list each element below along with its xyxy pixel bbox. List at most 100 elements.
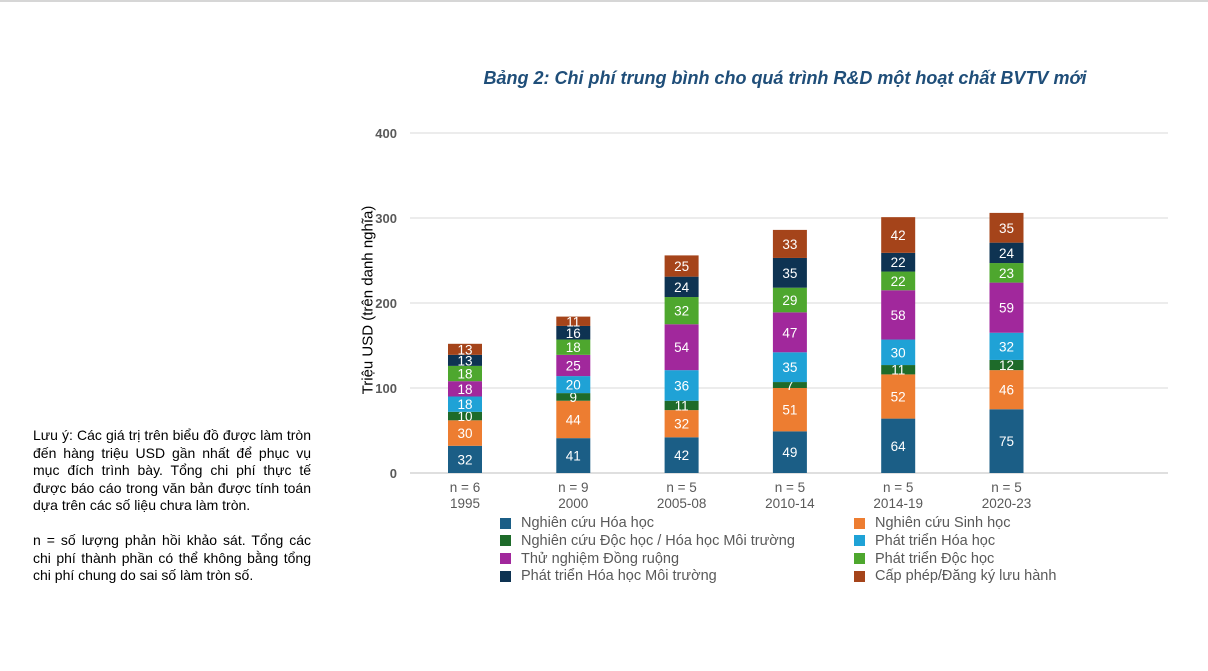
bar-segment — [881, 418, 916, 473]
bar-segment — [448, 420, 482, 446]
data-label: 52 — [891, 390, 906, 405]
data-label: 75 — [999, 434, 1014, 449]
bar-segment — [664, 297, 699, 325]
data-label: 9 — [570, 390, 578, 405]
data-label: 18 — [566, 340, 581, 355]
top-border — [0, 0, 1208, 2]
data-label: 30 — [457, 426, 472, 441]
data-label: 18 — [457, 382, 472, 397]
bar-segment — [989, 332, 1024, 360]
bar-segment — [772, 388, 807, 432]
data-label: 25 — [674, 259, 689, 274]
data-label: 16 — [566, 326, 581, 341]
data-label: 25 — [566, 358, 581, 373]
data-label: 32 — [457, 452, 472, 467]
bar-segment — [448, 381, 482, 397]
legend-swatch — [500, 570, 511, 582]
bar-segment — [556, 339, 591, 355]
x-tick-label: 1995 — [450, 496, 480, 511]
sample-size-label: n = 5 — [666, 480, 696, 495]
data-label: 23 — [999, 266, 1014, 281]
bar-segment — [664, 400, 699, 411]
bar-segment — [989, 409, 1024, 473]
legend-item: Nghiên cứu Hóa học — [500, 515, 654, 531]
x-tick-label: 2005-08 — [657, 496, 707, 511]
data-label: 32 — [674, 417, 689, 432]
x-tick-label: 2000 — [558, 496, 588, 511]
data-label: 36 — [674, 378, 689, 393]
data-label: 18 — [457, 367, 472, 382]
bar-segment — [448, 365, 482, 382]
bar-segment — [664, 437, 699, 473]
data-label: 11 — [891, 363, 905, 378]
bar-segment — [881, 271, 916, 291]
data-label: 33 — [782, 237, 797, 252]
legend-label: Phát triển Hóa học — [875, 532, 996, 549]
data-label: 20 — [566, 378, 581, 393]
data-label: 7 — [786, 378, 794, 393]
data-label: 11 — [675, 398, 689, 413]
bar-segment — [881, 252, 916, 272]
sample-size-label: n = 5 — [991, 480, 1021, 495]
x-tick-label: 2014-19 — [873, 496, 923, 511]
bar-segment — [448, 445, 482, 473]
bar-segment — [448, 343, 482, 355]
bar-segment — [772, 382, 807, 388]
data-label: 54 — [674, 340, 690, 355]
bar-segment — [881, 365, 916, 375]
bar-segment — [664, 255, 699, 277]
data-label: 11 — [566, 314, 580, 329]
data-label: 49 — [782, 445, 797, 460]
bar-segment — [556, 376, 591, 394]
bar-segment — [664, 370, 699, 401]
sample-size-note: n = số lượng phản hồi khảo sát. Tổng các… — [33, 531, 311, 584]
data-label: 42 — [674, 448, 689, 463]
sample-size-label: n = 5 — [883, 480, 913, 495]
bar-segment — [881, 290, 916, 340]
legend-item: Cấp phép/Đăng ký lưu hành — [854, 568, 1056, 584]
data-label: 32 — [674, 304, 689, 319]
bar-segment — [448, 354, 482, 366]
bar-segment — [556, 354, 591, 377]
chart-title: Bảng 2: Chi phí trung bình cho quá trình… — [483, 68, 1087, 88]
data-label: 32 — [999, 339, 1014, 354]
x-tick-label: 2010-14 — [765, 496, 815, 511]
data-label: 51 — [782, 403, 797, 418]
bar-segment — [881, 217, 916, 253]
data-label: 35 — [782, 360, 797, 375]
bar-segment — [772, 312, 807, 353]
notes-panel: Lưu ý: Các giá trị trên biểu đồ được làm… — [33, 427, 311, 602]
data-label: 22 — [891, 255, 906, 270]
sample-size-label: n = 5 — [775, 480, 805, 495]
data-label: 44 — [566, 412, 582, 427]
bar-segment — [989, 359, 1024, 371]
data-label: 10 — [457, 409, 472, 424]
rounding-note: Lưu ý: Các giá trị trên biểu đồ được làm… — [33, 427, 311, 514]
data-label: 46 — [999, 383, 1014, 398]
data-label: 41 — [566, 449, 581, 464]
legend-item: Phát triển Hóa học — [854, 533, 995, 549]
bar-segment — [989, 242, 1024, 264]
bar-segment — [772, 287, 807, 313]
y-tick-label: 0 — [390, 466, 397, 481]
sample-size-label: n = 9 — [558, 480, 588, 495]
y-tick-label: 300 — [375, 211, 397, 226]
bar-segment — [772, 257, 807, 288]
legend-label: Nghiên cứu Sinh học — [875, 515, 1011, 531]
legend-swatch — [500, 517, 511, 529]
bar-segment — [772, 431, 807, 473]
data-label: 35 — [999, 221, 1014, 236]
legend-label: Cấp phép/Đăng ký lưu hành — [875, 568, 1057, 585]
legend-item: Phát triển Độc học — [854, 551, 994, 567]
legend-swatch — [854, 517, 865, 529]
data-label: 13 — [457, 342, 472, 357]
bar-segment — [448, 396, 482, 412]
data-label: 35 — [782, 266, 797, 281]
y-tick-label: 400 — [375, 126, 397, 141]
data-label: 24 — [674, 280, 690, 295]
data-label: 30 — [891, 345, 906, 360]
legend-swatch — [854, 553, 865, 565]
bar-segment — [881, 339, 916, 366]
bar-segment — [989, 212, 1024, 243]
